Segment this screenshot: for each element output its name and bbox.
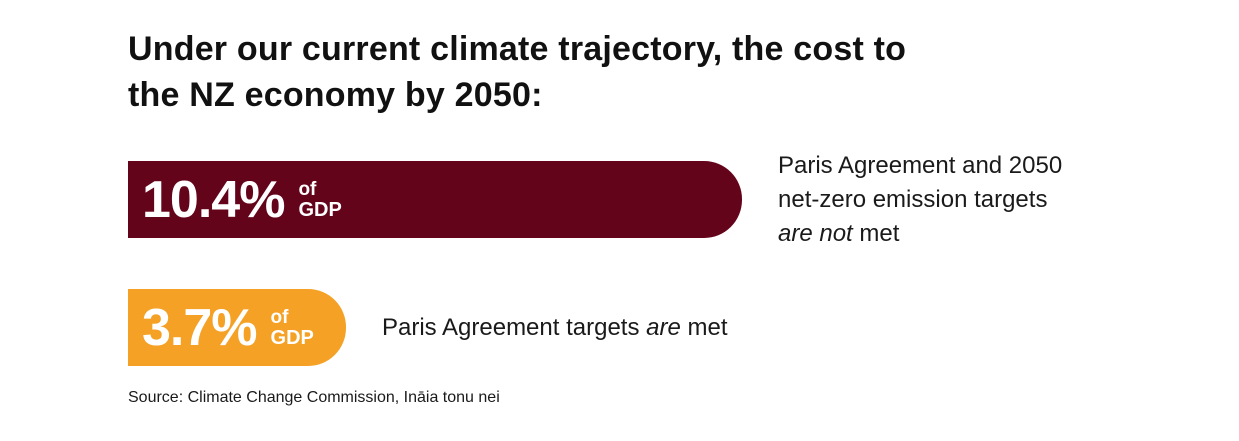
description-text: net-zero emission targets [778,185,1048,213]
description-line: Paris Agreement and 2050 [778,149,1062,183]
chart-title-line-1: Under our current climate trajectory, th… [128,30,907,68]
description-text: Paris Agreement targets [382,313,647,341]
description-text: Paris Agreement and 2050 [778,151,1063,179]
bar-1: 10.4% of GDP [128,161,742,238]
bar-value-label: 3.7% [142,298,258,357]
description-text: met [680,313,728,341]
chart-title-line-2: the NZ economy by 2050: [128,76,543,114]
bar-1-description: Paris Agreement and 2050 net-zero emissio… [778,149,1062,251]
description-line: Paris Agreement targets are met [382,311,728,345]
unit-gdp: GDP [298,198,342,221]
description-line: are not met [778,217,1062,251]
bar-2-description: Paris Agreement targets are met [382,311,728,345]
description-text: met [852,219,900,247]
description-emphasis: are [646,313,681,341]
bar-unit-label: of GDP [298,178,342,221]
bar-2: 3.7% of GDP [128,289,346,366]
description-emphasis: are not [778,219,853,247]
unit-of: of [298,178,317,200]
description-line: net-zero emission targets [778,183,1062,217]
source-note: Source: Climate Change Commission, Ināia… [128,389,500,406]
unit-gdp: GDP [270,326,314,349]
chart-title: Under our current climate trajectory, th… [128,26,1088,118]
bar-value-label: 10.4% [142,170,285,229]
bar-unit-label: of GDP [270,306,314,349]
unit-of: of [270,306,289,328]
